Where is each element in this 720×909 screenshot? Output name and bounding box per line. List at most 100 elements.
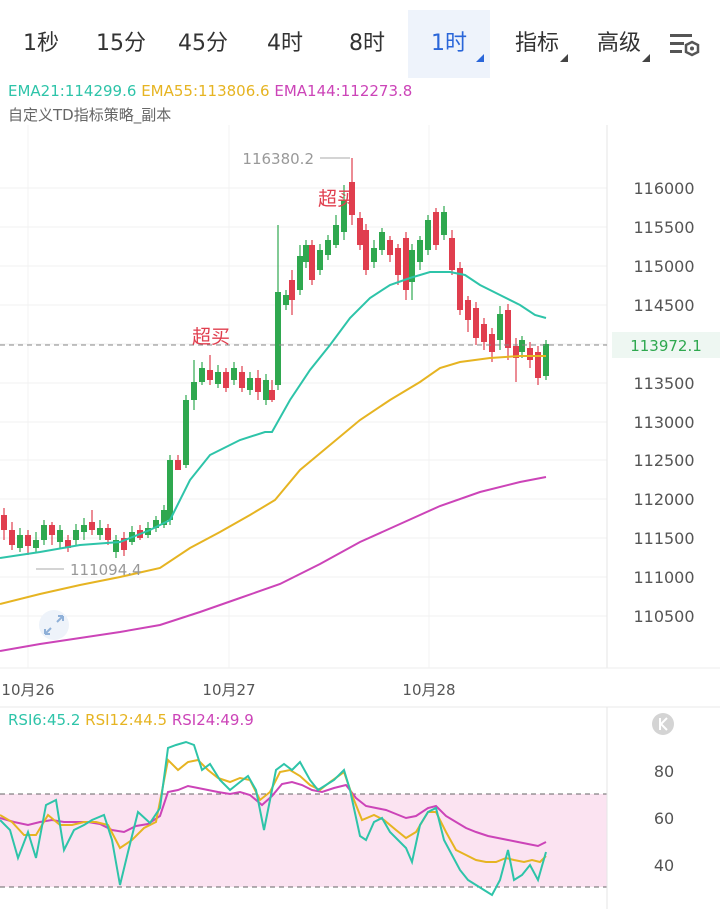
tab-indicators[interactable]: 指标 — [500, 10, 574, 78]
candle — [275, 225, 281, 390]
rsi-chart[interactable]: 80 60 40 — [0, 706, 720, 909]
candlestick-chart[interactable]: 113972.1 116000 115500 115000 114500 113500 1… — [0, 80, 720, 706]
interval-toolbar: 1秒 15分 45分 4时 8时 1时 指标 高级 — [0, 0, 720, 80]
candle — [349, 158, 355, 225]
rsi24-label: RSI24:49.9 — [171, 711, 254, 729]
ema21-label: EMA21:114299.6 — [8, 82, 137, 100]
candle — [231, 362, 237, 385]
tab-label: 8时 — [349, 31, 385, 56]
ema144-line — [0, 476, 547, 652]
tab-1h[interactable]: 1时 — [408, 10, 490, 78]
candle — [167, 455, 173, 525]
candle — [289, 270, 295, 315]
candle — [489, 328, 495, 362]
candle — [317, 244, 323, 275]
candle — [379, 228, 385, 255]
current-price-label: 113972.1 — [630, 337, 702, 355]
candle — [49, 522, 55, 545]
candle — [199, 362, 205, 385]
price-tick: 112000 — [633, 490, 694, 509]
candle — [465, 296, 471, 332]
rsi-tick: 40 — [654, 856, 674, 875]
expand-arrows-icon[interactable] — [39, 610, 69, 640]
candle — [41, 520, 47, 545]
candle — [81, 518, 87, 540]
candle — [73, 524, 79, 546]
tab-15m[interactable]: 15分 — [84, 10, 158, 78]
collapse-panel-icon[interactable] — [652, 713, 674, 735]
rsi-tick: 80 — [654, 762, 674, 781]
price-tick: 116000 — [633, 179, 694, 198]
price-tick: 113500 — [633, 374, 694, 393]
candle — [497, 306, 503, 350]
ema55-line — [0, 355, 546, 605]
tab-label: 1时 — [431, 31, 467, 56]
date-label: 10月26 — [1, 681, 54, 699]
rsi6-label: RSI6:45.2 — [8, 711, 81, 729]
candle — [505, 304, 511, 360]
candle — [255, 370, 261, 400]
candle — [175, 455, 181, 470]
rsi6-line — [0, 740, 547, 897]
price-tick: 115500 — [633, 218, 694, 237]
candle — [207, 355, 213, 385]
ema144-label: EMA144:112273.8 — [274, 82, 413, 100]
tab-45m[interactable]: 45分 — [164, 10, 242, 78]
candle — [371, 240, 377, 268]
candle — [105, 524, 111, 545]
rsi-band — [0, 794, 607, 887]
candle — [113, 535, 119, 558]
candle — [17, 528, 23, 552]
candle — [481, 318, 487, 350]
rsi12-label: RSI12:44.5 — [85, 711, 168, 729]
high-price-marker: 116380.2 — [242, 150, 314, 168]
candle — [25, 530, 31, 555]
candle — [215, 365, 221, 388]
candle — [297, 245, 303, 295]
dropdown-corner-icon — [560, 54, 568, 62]
price-tick: 115000 — [633, 257, 694, 276]
ema21-line — [0, 271, 547, 559]
price-tick: 111500 — [633, 529, 694, 548]
tab-1s[interactable]: 1秒 — [6, 10, 76, 78]
candle — [1, 508, 7, 540]
tab-label: 指标 — [514, 31, 559, 56]
candle — [9, 522, 15, 550]
candle — [341, 185, 347, 240]
candle — [543, 340, 549, 380]
price-tick: 112500 — [633, 451, 694, 470]
candle — [457, 262, 463, 315]
tab-advanced[interactable]: 高级 — [582, 10, 656, 78]
candle — [403, 232, 409, 300]
dropdown-corner-icon — [642, 54, 650, 62]
candle — [309, 240, 315, 285]
candle — [269, 380, 275, 402]
chart-settings-icon[interactable] — [668, 30, 702, 60]
candle — [433, 208, 439, 250]
tab-8h[interactable]: 8时 — [330, 10, 404, 78]
candle — [325, 235, 331, 260]
candle — [97, 520, 103, 540]
ema-legend: EMA21:114299.6 EMA55:113806.6 EMA144:112… — [8, 82, 412, 100]
tab-label: 高级 — [596, 31, 641, 56]
price-tick: 114500 — [633, 296, 694, 315]
candle — [535, 346, 541, 385]
rsi-tick: 60 — [654, 809, 674, 828]
candle — [161, 505, 167, 528]
candle — [441, 206, 447, 240]
candle — [183, 395, 189, 468]
candle — [65, 535, 71, 552]
tab-4h[interactable]: 4时 — [250, 10, 320, 78]
overbought-signal: 超买 — [318, 188, 356, 210]
tab-label: 4时 — [267, 31, 303, 56]
tab-label: 45分 — [178, 31, 228, 56]
candle — [153, 516, 159, 532]
date-label: 10月27 — [202, 681, 255, 699]
price-tick: 110500 — [633, 607, 694, 626]
rsi12-line — [0, 757, 547, 864]
tab-label: 15分 — [96, 31, 146, 56]
ema55-label: EMA55:113806.6 — [141, 82, 270, 100]
candle — [395, 244, 401, 285]
candle — [247, 372, 253, 395]
candle — [57, 525, 63, 548]
